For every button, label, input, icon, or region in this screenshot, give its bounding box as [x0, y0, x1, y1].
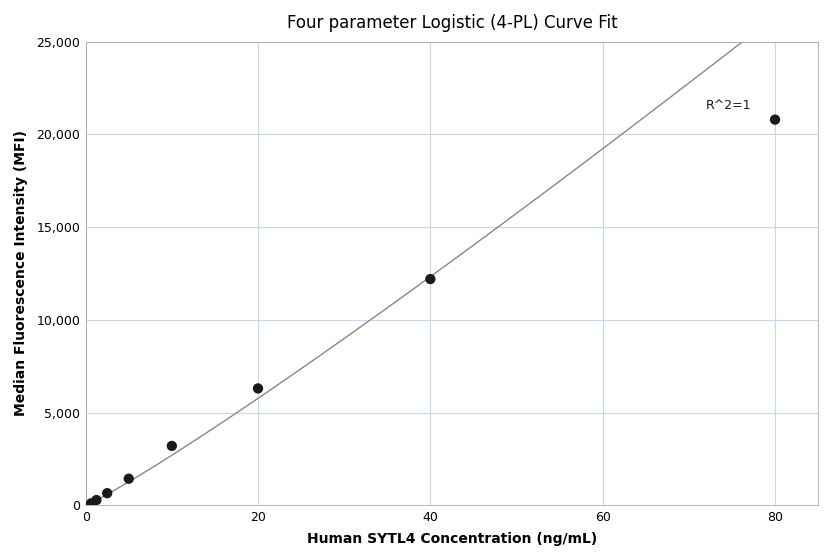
Y-axis label: Median Fluorescence Intensity (MFI): Median Fluorescence Intensity (MFI): [14, 130, 28, 417]
Point: [122, 474, 136, 483]
Point: [90, 496, 103, 505]
X-axis label: Human SYTL4 Concentration (ng/mL): Human SYTL4 Concentration (ng/mL): [307, 532, 597, 546]
Point: [769, 115, 782, 124]
Text: R^2=1: R^2=1: [706, 99, 752, 112]
Title: Four parameter Logistic (4-PL) Curve Fit: Four parameter Logistic (4-PL) Curve Fit: [286, 14, 617, 32]
Point: [84, 499, 97, 508]
Point: [251, 384, 265, 393]
Point: [101, 489, 114, 498]
Point: [423, 274, 437, 283]
Point: [166, 441, 179, 450]
